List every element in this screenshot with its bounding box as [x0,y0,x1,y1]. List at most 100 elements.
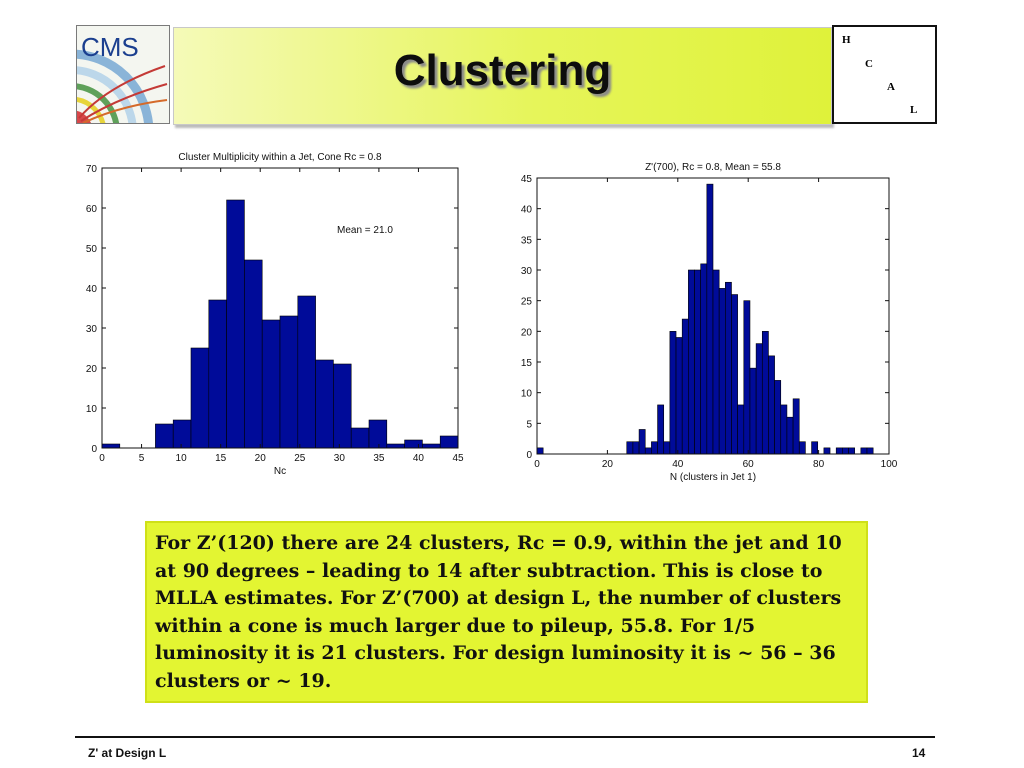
logo-text: CMS [81,32,139,62]
histogram-bar [663,441,671,455]
x-tick-label: 100 [881,459,898,470]
histogram-bar [761,331,769,455]
histogram-bar [860,447,868,455]
y-tick-label: 5 [526,419,532,430]
histogram-bar [626,441,634,455]
histogram-bar [786,416,794,455]
y-tick-label: 30 [86,324,98,335]
histogram-bar [632,441,640,455]
x-axis-label: N (clusters in Jet 1) [670,472,756,483]
hcal-letter-c: C [865,58,873,70]
page-number: 14 [912,746,926,760]
title-bar: Clustering [173,27,832,125]
histogram-bar [811,441,819,455]
histogram-bar [725,281,732,455]
y-tick-label: 50 [86,244,98,255]
caption-text: For Z’(120) there are 24 clusters, Rc = … [145,521,868,703]
histogram-bar [315,359,334,449]
chart-zprime-700: Z'(700), Rc = 0.8, Mean = 55.8 0 20 40 60 80 1… [500,150,920,495]
histogram-bar [706,183,714,455]
histogram-bar [638,429,646,455]
y-tick-label: 35 [521,235,533,246]
histogram-bar [333,363,352,449]
histogram-bar [297,295,316,449]
histogram-bar [279,315,299,449]
histogram-bar [404,439,423,449]
histogram-bar [743,300,751,455]
x-tick-label: 10 [176,453,188,464]
histogram-bar [644,447,652,455]
histogram-bar [208,299,227,449]
histogram-bar [681,318,689,455]
chart-title: Z'(700), Rc = 0.8, Mean = 55.8 [645,162,781,173]
histogram-bar [823,447,831,455]
y-tick-label: 60 [86,204,98,215]
x-tick-label: 60 [743,459,755,470]
histogram-bar [866,447,874,455]
footer-title: Z' at Design L [88,746,167,760]
x-tick-label: 80 [813,459,825,470]
x-tick-label: 40 [413,453,425,464]
histogram-bar [792,398,800,455]
histogram-bar [835,447,843,455]
histogram-bar [261,319,281,449]
x-tick-label: 5 [139,453,145,464]
mean-annotation: Mean = 21.0 [337,225,393,236]
plot-frame [101,167,459,449]
histogram-bar [190,347,210,449]
x-tick-label: 0 [99,453,105,464]
histogram-bar [669,331,677,455]
histogram-bar [657,404,665,455]
y-tick-label: 40 [86,284,98,295]
y-tick-label: 0 [91,444,97,455]
histogram-bar [718,288,726,455]
y-tick-label: 45 [521,174,533,185]
y-tick-label: 0 [526,450,532,461]
histogram-bar [226,199,245,449]
histogram-bar [780,404,788,455]
histogram-bar [439,435,459,449]
hcal-badge: H C A L [832,25,937,124]
histogram-bar [244,259,263,449]
histogram-bar [651,441,658,455]
x-tick-label: 35 [373,453,385,464]
histogram-bar [848,447,855,455]
x-tick-label: 25 [294,453,306,464]
histogram-bar [712,269,720,455]
y-tick-label: 25 [521,297,533,308]
y-tick-label: 30 [521,266,533,277]
histogram-bar [694,269,701,455]
histogram-bar [368,419,388,449]
y-tick-label: 15 [521,358,533,369]
histogram-bar [422,443,441,449]
x-tick-label: 30 [334,453,346,464]
histogram-bar [731,294,738,455]
x-tick-label: 0 [534,459,540,470]
hcal-letter-h: H [842,34,851,46]
y-tick-label: 20 [86,364,98,375]
x-tick-label: 15 [215,453,227,464]
histogram-bar [749,367,757,455]
histogram-bar [700,263,708,455]
histogram-bar [688,269,695,455]
x-tick-label: 20 [255,453,267,464]
y-tick-label: 70 [86,164,98,175]
histogram-bar [536,447,544,455]
chart-title: Cluster Multiplicity within a Jet, Cone … [178,152,382,163]
x-tick-label: 45 [452,453,464,464]
histogram-bar [737,404,745,455]
histogram-bar [755,343,763,455]
y-tick-label: 10 [521,389,533,400]
x-tick-label: 20 [602,459,614,470]
histogram-bar [842,447,849,455]
footer-divider [75,736,935,738]
cms-logo: CMS [76,25,170,124]
y-tick-label: 20 [521,327,533,338]
hcal-letter-a: A [887,81,895,93]
chart-cluster-multiplicity: Cluster Multiplicity within a Jet, Cone … [60,140,480,490]
histogram-bar [172,419,192,449]
histogram-bar [155,423,174,449]
page-title: Clustering [393,46,612,95]
y-tick-label: 10 [86,404,98,415]
hcal-letter-l: L [910,104,918,116]
